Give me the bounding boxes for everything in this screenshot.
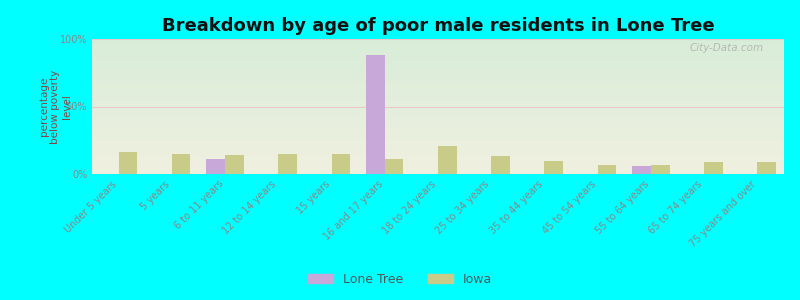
Bar — [758, 162, 776, 174]
Bar — [172, 154, 190, 174]
Bar — [225, 155, 244, 174]
Bar — [651, 164, 670, 174]
Legend: Lone Tree, Iowa: Lone Tree, Iowa — [302, 268, 498, 291]
Bar — [331, 154, 350, 174]
Bar — [385, 159, 403, 174]
Bar — [545, 160, 563, 174]
Bar — [704, 162, 722, 174]
Bar — [118, 152, 138, 174]
Bar — [438, 146, 457, 174]
Y-axis label: percentage
below poverty
level: percentage below poverty level — [39, 69, 72, 144]
Bar — [491, 156, 510, 174]
Bar — [632, 166, 651, 174]
Bar — [598, 164, 616, 174]
Bar — [206, 159, 225, 174]
Bar — [366, 55, 385, 174]
Title: Breakdown by age of poor male residents in Lone Tree: Breakdown by age of poor male residents … — [162, 17, 714, 35]
Text: City-Data.com: City-Data.com — [689, 43, 763, 53]
Bar — [278, 154, 297, 174]
